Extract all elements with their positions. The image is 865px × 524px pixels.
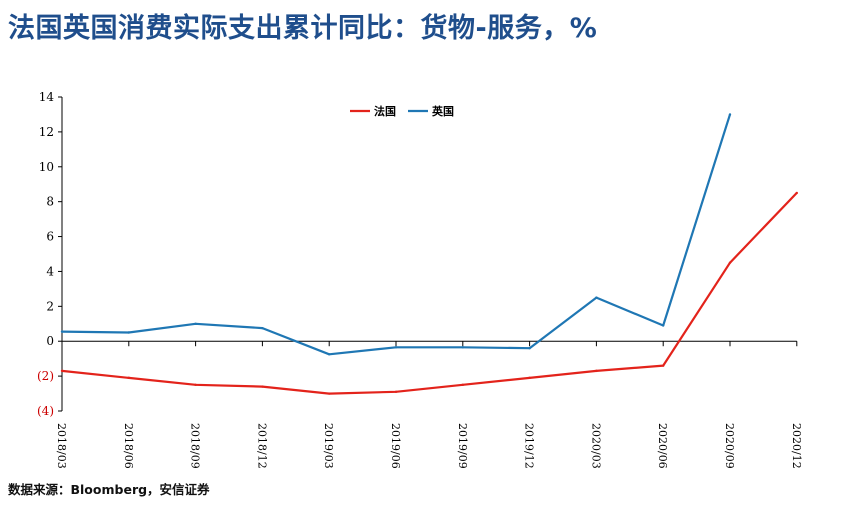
data-point (528, 347, 531, 350)
series-line-uk (61, 114, 732, 356)
y-tick-label: (2) (37, 369, 54, 383)
axes (58, 96, 798, 412)
y-tick-label: 14 (39, 90, 55, 104)
data-point (194, 383, 197, 387)
data-point (595, 296, 598, 299)
source-note: 数据来源：Bloomberg，安信证券 (8, 482, 210, 497)
data-point (595, 369, 598, 373)
data-point (461, 346, 464, 349)
y-tick-label: 6 (46, 230, 54, 244)
data-point (728, 113, 732, 116)
data-point (728, 261, 732, 264)
data-point (662, 364, 665, 367)
data-point (662, 324, 665, 327)
x-tick-label: 2018/12 (255, 423, 268, 469)
y-tick-label: 4 (46, 264, 54, 278)
y-tick-label: 8 (46, 195, 54, 209)
y-tick-label: 2 (46, 299, 54, 313)
series-lines (60, 113, 798, 395)
y-tick-label: 0 (46, 334, 54, 348)
data-point (795, 191, 798, 195)
x-tick-label: 2018/09 (189, 423, 202, 469)
x-tick-label: 2019/12 (523, 423, 536, 469)
data-point (261, 385, 264, 388)
x-tick-label: 2020/09 (723, 423, 736, 469)
legend: 法国 英国 (350, 104, 454, 118)
data-point (394, 346, 398, 349)
data-point (261, 326, 264, 330)
x-tick-label: 2018/03 (55, 423, 68, 469)
data-point (328, 353, 331, 356)
x-tick-label: 2019/03 (322, 423, 335, 469)
x-tick-label: 2020/06 (656, 423, 669, 469)
x-tick-label: 2019/09 (456, 423, 469, 469)
legend-label: 英国 (431, 104, 454, 118)
data-point (60, 369, 64, 373)
tick-labels: 14 12 10 8 6 4 2 0 (2) (4)2018/03 2018/06 2018/09 20… (37, 90, 803, 469)
chart-title: 法国英国消费实际支出累计同比：货物-服务，% (8, 13, 598, 44)
data-point (194, 322, 197, 325)
data-point (461, 383, 464, 387)
x-tick-label: 2018/06 (122, 423, 135, 469)
legend-label: 法国 (374, 104, 396, 118)
data-point (394, 390, 398, 394)
x-tick-label: 2020/03 (589, 423, 602, 469)
x-tick-label: 2019/06 (389, 423, 402, 469)
y-tick-label: 10 (39, 160, 54, 174)
y-tick-label: 12 (39, 125, 54, 139)
data-point (127, 331, 130, 334)
x-tick-label: 2020/12 (790, 423, 803, 469)
data-point (328, 392, 331, 395)
series-line-france (61, 192, 798, 395)
data-point (528, 376, 531, 380)
data-point (127, 376, 130, 380)
data-point (60, 330, 64, 333)
y-tick-label: (4) (37, 404, 54, 418)
